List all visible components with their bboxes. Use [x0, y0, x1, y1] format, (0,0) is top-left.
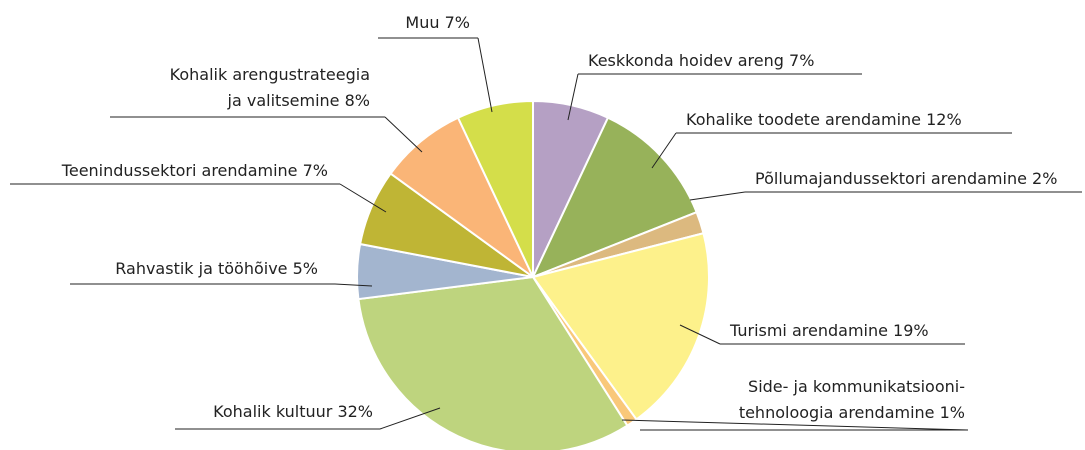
slice-label: Muu 7%: [405, 13, 470, 32]
slice-category: Muu: [405, 13, 439, 32]
slice-label: Turismi arendamine 19%: [729, 321, 929, 340]
pie-slice: [531, 116, 698, 279]
slice-category: Side- ja kommunikatsiooni-tehnoloogia ar…: [739, 377, 965, 422]
label-line: Kohalik kultuur: [213, 402, 333, 421]
label-line: Teenindussektori arendamine: [61, 161, 298, 180]
slice-category: Turismi arendamine: [729, 321, 888, 340]
pie-slice: [531, 232, 710, 421]
slice-category: Rahvastik ja tööhõive: [115, 259, 287, 278]
slice-category: Kohalik arengustrateegia ja valitsemine: [170, 65, 370, 110]
slice-category: Keskkonda hoidev areng: [588, 51, 784, 70]
leader-line: [651, 132, 1012, 169]
label-line: Kohalike toodete arendamine: [686, 110, 921, 129]
slice-label: Kohalik kultuur 32%: [213, 402, 373, 421]
slice-value-label: 7%: [789, 51, 814, 70]
leader-line: [621, 419, 969, 431]
leader-line: [567, 73, 862, 121]
label-line: tehnoloogia arendamine: [739, 403, 935, 422]
label-line: Side- ja kommunikatsiooni-: [748, 377, 965, 396]
leader-line: [689, 191, 1082, 201]
slice-label: Keskkonda hoidev areng 7%: [588, 51, 814, 70]
slice-value-label: 5%: [293, 259, 318, 278]
leader-line: [679, 324, 965, 345]
pie-slice: [389, 116, 534, 278]
slice-category: Põllumajandussektori arendamine: [755, 169, 1027, 188]
slice-value-label: 32%: [337, 402, 373, 421]
slice-value-label: 1%: [940, 403, 965, 422]
slice-label: Teenindussektori arendamine 7%: [61, 161, 328, 180]
slice-value-label: 12%: [926, 110, 962, 129]
slice-value-label: 8%: [345, 91, 370, 110]
slice-value-label: 7%: [445, 13, 470, 32]
slice-value-label: 19%: [893, 321, 929, 340]
label-line: Kohalik arengustrateegia: [170, 65, 370, 84]
slice-label: Kohalik arengustrateegia ja valitsemine 8…: [170, 65, 370, 110]
leader-line: [175, 407, 441, 430]
slice-value-label: 7%: [303, 161, 328, 180]
slice-category: Teenindussektori arendamine: [61, 161, 298, 180]
label-line: Keskkonda hoidev areng: [588, 51, 784, 70]
pie-slice: [357, 275, 629, 450]
label-line: ja valitsemine: [227, 91, 340, 110]
label-line: Muu: [405, 13, 439, 32]
slice-label: Põllumajandussektori arendamine 2%: [755, 169, 1057, 188]
slice-label: Kohalike toodete arendamine 12%: [686, 110, 962, 129]
pie-slice: [456, 99, 534, 278]
label-line: Põllumajandussektori arendamine: [755, 169, 1027, 188]
leader-line: [10, 183, 387, 213]
slice-category: Kohalike toodete arendamine: [686, 110, 921, 129]
slice-label: Rahvastik ja tööhõive 5%: [115, 259, 318, 278]
slice-label: Side- ja kommunikatsiooni-tehnoloogia ar…: [739, 377, 965, 422]
leader-line: [378, 37, 493, 113]
leader-line: [70, 283, 373, 287]
label-line: Rahvastik ja tööhõive: [115, 259, 287, 278]
leader-line: [110, 116, 423, 153]
label-line: Turismi arendamine: [729, 321, 888, 340]
slice-value-label: 2%: [1032, 169, 1057, 188]
slice-category: Kohalik kultuur: [213, 402, 333, 421]
